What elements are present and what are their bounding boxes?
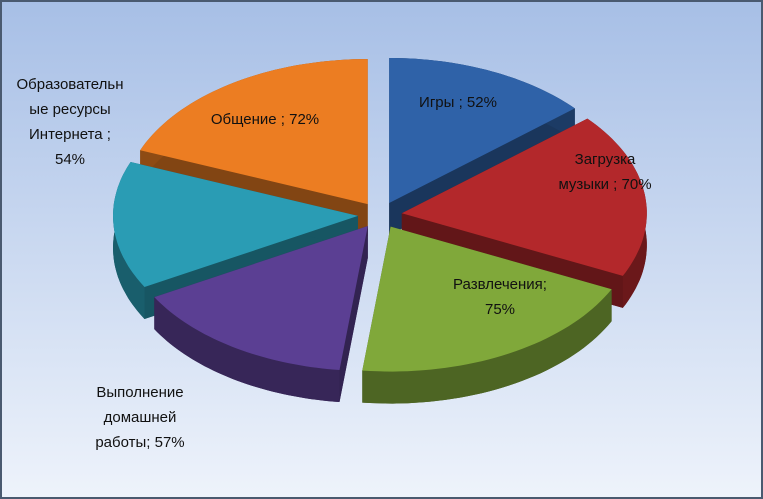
slice-top — [362, 226, 612, 372]
data-label: Загрузка — [575, 151, 636, 168]
data-label: Образовательн — [16, 76, 123, 93]
data-label: работы; 57% — [95, 434, 184, 451]
data-label: Интернета ; — [29, 126, 111, 143]
data-label: 75% — [485, 301, 515, 318]
slice-top — [154, 226, 368, 370]
slice-top — [140, 59, 368, 205]
data-label: музыки ; 70% — [558, 176, 651, 193]
slice-top — [389, 58, 575, 203]
data-label: Общение ; 72% — [211, 111, 319, 128]
slice-top — [401, 118, 647, 276]
data-label: Выполнение — [96, 384, 183, 401]
data-label: Развлечения; — [453, 276, 547, 293]
slice-top — [113, 162, 358, 287]
slice-rim — [154, 297, 340, 402]
slice-wall — [339, 226, 368, 402]
data-label: домашней — [104, 409, 177, 426]
data-label: Игры ; 52% — [419, 94, 497, 111]
slice — [362, 226, 612, 404]
slice — [154, 226, 368, 402]
slice-rim — [362, 289, 612, 404]
data-label: 54% — [55, 151, 85, 168]
data-label: ые ресурсы — [29, 101, 110, 118]
